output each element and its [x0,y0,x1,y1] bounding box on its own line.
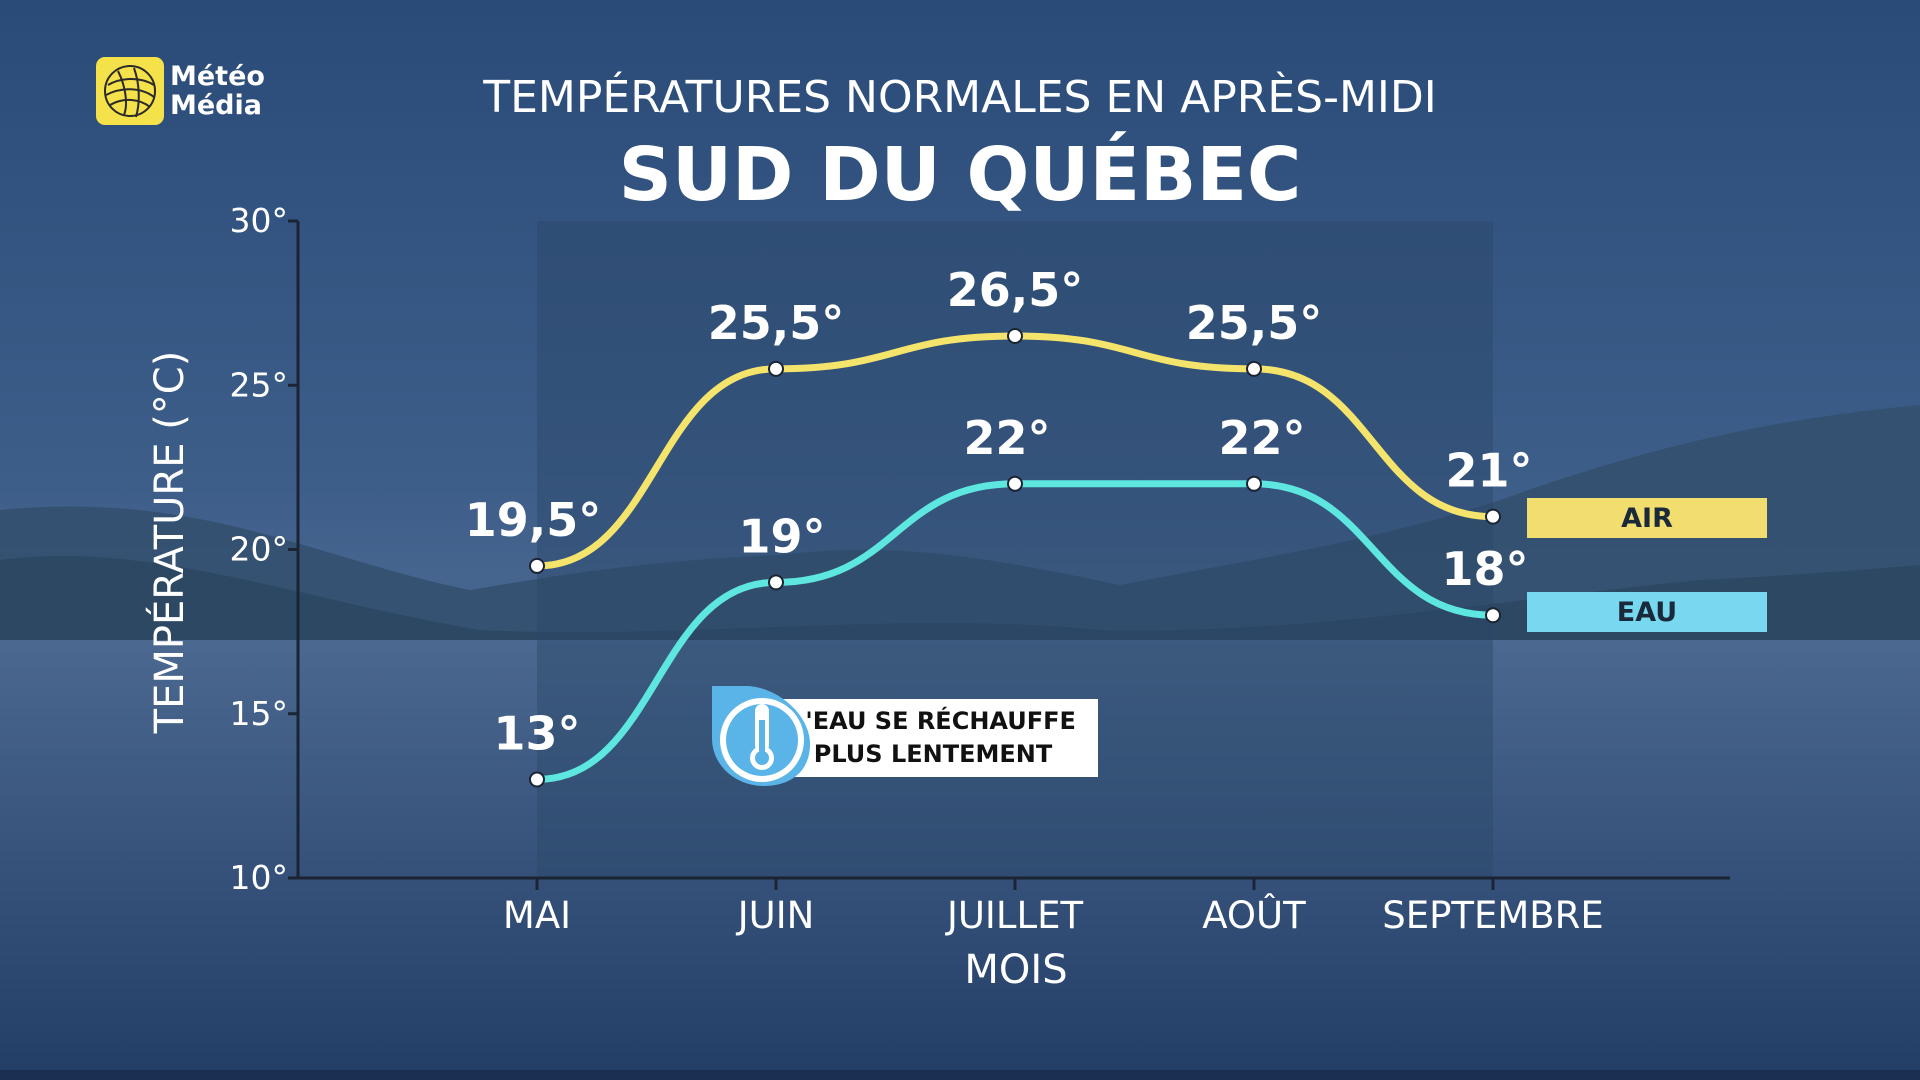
chart-subtitle: TEMPÉRATURES NORMALES EN APRÈS-MIDI [483,72,1437,123]
water-point [1246,475,1262,492]
chart-title: SUD DU QUÉBEC [618,132,1302,218]
legend-water: EAU [1527,592,1767,632]
water-data-label: 13° [493,706,580,760]
air-data-label: 25,5° [708,296,845,350]
plot-area-shading [537,221,1493,878]
meteomedia-logo: Météo Média [96,57,265,125]
y-tick-label: 25° [230,365,289,404]
logo-line-1: Météo [170,61,265,92]
callout-line-1: L'EAU SE RÉCHAUFFE [790,707,1076,735]
water-point [1485,607,1501,624]
globe-icon [96,57,164,125]
legend-air-label: AIR [1621,502,1673,534]
water-data-label: 18° [1441,542,1528,596]
air-data-label: 19,5° [465,493,602,547]
x-tick-label: JUILLET [945,894,1084,937]
water-point [768,574,784,591]
y-tick-label: 15° [230,694,289,733]
logo-line-2: Média [170,90,262,121]
water-data-label: 22° [1218,411,1305,465]
air-data-label: 26,5° [947,263,1084,317]
y-tick-label: 10° [230,858,289,897]
callout-box: L'EAU SE RÉCHAUFFE PLUS LENTEMENT [768,699,1098,777]
callout-line-2: PLUS LENTEMENT [813,740,1053,768]
thermometer-icon [712,686,810,786]
x-tick-label: AOÛT [1202,893,1306,937]
legend-air: AIR [1527,498,1767,538]
air-data-label: 25,5° [1186,296,1323,350]
y-tick-label: 30° [230,201,289,240]
x-axis-label: MOIS [964,947,1067,993]
water-series-line [533,480,1497,783]
air-point [1485,508,1501,525]
air-point [1246,360,1262,377]
air-point [1007,327,1023,344]
y-tick-label: 20° [230,530,289,569]
legend-water-label: EAU [1616,596,1678,628]
air-point [768,360,784,377]
water-data-label: 19° [738,509,825,563]
x-tick-label: JUIN [736,894,815,937]
x-tick-label: SEPTEMBRE [1382,894,1604,937]
air-point [529,557,545,574]
x-tick-label: MAI [503,894,571,937]
water-point [1007,475,1023,492]
water-point [529,771,545,788]
air-data-label: 21° [1445,444,1532,498]
water-data-label: 22° [963,411,1050,465]
